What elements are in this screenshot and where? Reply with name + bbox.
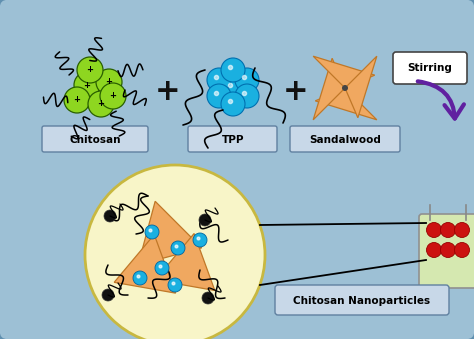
FancyBboxPatch shape <box>290 126 400 152</box>
Circle shape <box>221 92 245 116</box>
Text: +: + <box>109 92 117 100</box>
FancyBboxPatch shape <box>188 126 277 152</box>
Circle shape <box>74 72 100 98</box>
Text: +: + <box>106 78 112 86</box>
Circle shape <box>168 278 182 292</box>
Circle shape <box>171 241 185 255</box>
Circle shape <box>427 242 441 258</box>
Circle shape <box>342 85 348 91</box>
Text: +: + <box>283 78 309 106</box>
Circle shape <box>455 242 470 258</box>
Polygon shape <box>155 234 215 291</box>
Circle shape <box>64 87 90 113</box>
Circle shape <box>440 242 456 258</box>
Circle shape <box>455 222 470 238</box>
Polygon shape <box>315 88 377 120</box>
Text: +: + <box>155 78 181 106</box>
Polygon shape <box>114 235 175 293</box>
Circle shape <box>221 58 245 82</box>
Circle shape <box>427 222 441 238</box>
Circle shape <box>96 69 122 95</box>
FancyBboxPatch shape <box>419 214 474 288</box>
Circle shape <box>88 91 114 117</box>
Circle shape <box>235 84 259 108</box>
Text: Stirring: Stirring <box>408 63 453 73</box>
Text: +: + <box>83 80 91 89</box>
Text: TPP: TPP <box>222 135 244 145</box>
Polygon shape <box>345 56 377 118</box>
Text: Sandalwood: Sandalwood <box>309 135 381 145</box>
Circle shape <box>221 76 245 100</box>
Polygon shape <box>313 58 345 120</box>
Circle shape <box>102 289 114 301</box>
Circle shape <box>155 261 169 275</box>
Circle shape <box>207 68 231 92</box>
Polygon shape <box>313 56 375 88</box>
Circle shape <box>235 68 259 92</box>
Circle shape <box>202 292 214 304</box>
Circle shape <box>199 214 211 226</box>
Circle shape <box>440 222 456 238</box>
Polygon shape <box>138 201 202 265</box>
Circle shape <box>77 57 103 83</box>
FancyBboxPatch shape <box>393 52 467 84</box>
Circle shape <box>100 83 126 109</box>
Circle shape <box>133 271 147 285</box>
Circle shape <box>193 233 207 247</box>
Circle shape <box>145 225 159 239</box>
FancyBboxPatch shape <box>275 285 449 315</box>
Circle shape <box>85 165 265 339</box>
Text: +: + <box>98 100 104 108</box>
Circle shape <box>104 210 116 222</box>
FancyArrowPatch shape <box>418 81 464 119</box>
Text: +: + <box>86 65 93 75</box>
Text: Chitosan: Chitosan <box>69 135 121 145</box>
FancyBboxPatch shape <box>42 126 148 152</box>
Text: +: + <box>73 96 81 104</box>
Circle shape <box>207 84 231 108</box>
Text: Chitosan Nanoparticles: Chitosan Nanoparticles <box>293 296 430 306</box>
